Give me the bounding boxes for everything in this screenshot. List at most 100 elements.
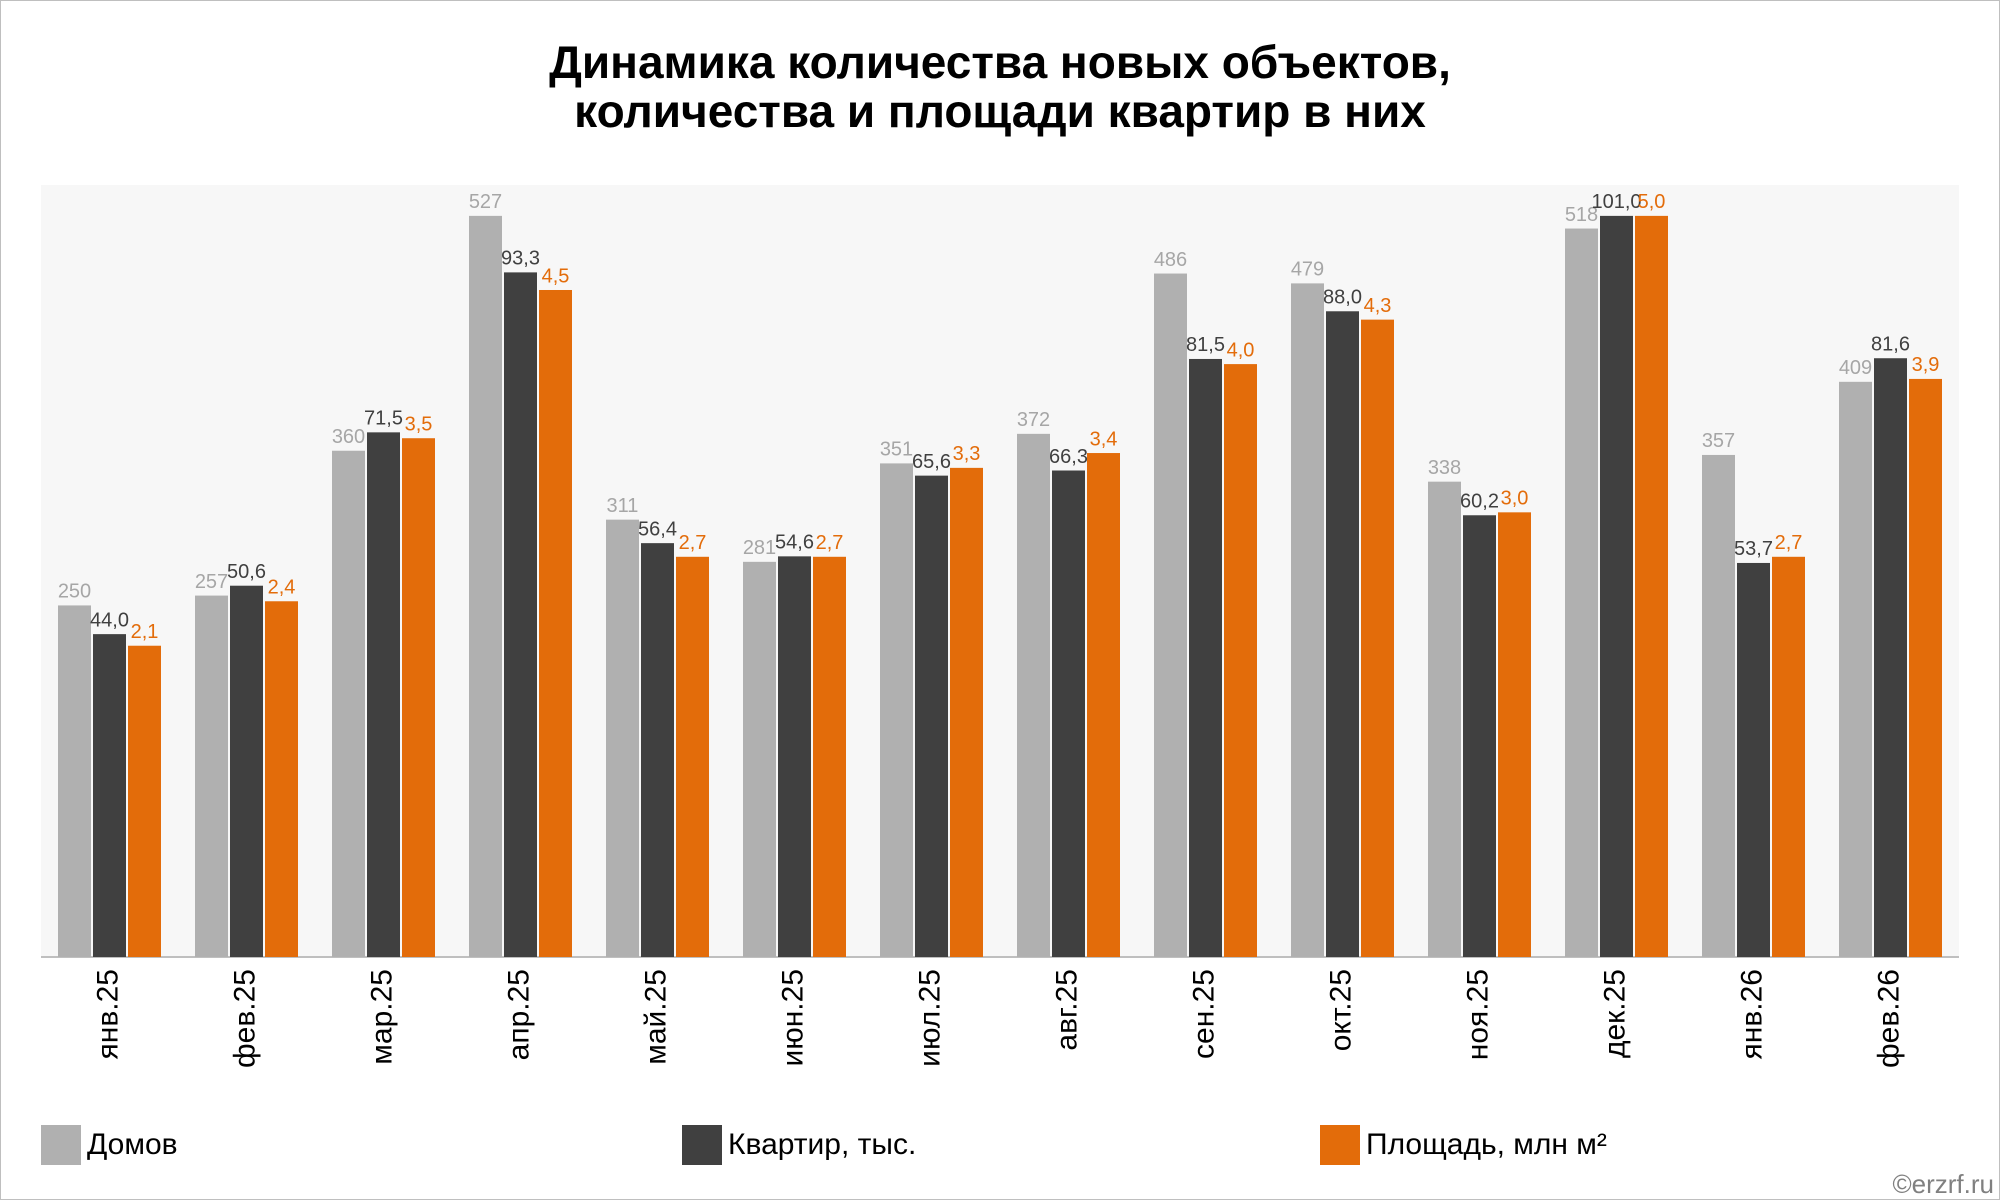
bar [676, 556, 709, 957]
bar [1154, 273, 1187, 957]
value-label: 2,1 [131, 621, 159, 643]
x-tick-label: июл.25 [913, 969, 946, 1067]
value-label: 4,5 [542, 265, 570, 287]
bar [1326, 311, 1359, 957]
bar [1737, 562, 1770, 957]
plot-area [41, 185, 1959, 957]
x-tick-label: янв.25 [91, 969, 124, 1059]
x-tick-label: апр.25 [502, 969, 535, 1060]
value-label: 66,3 [1049, 446, 1088, 468]
value-label: 88,0 [1323, 287, 1362, 309]
bar [915, 475, 948, 957]
bar [128, 645, 161, 957]
value-label: 2,7 [816, 532, 844, 554]
value-label: 2,7 [1775, 532, 1803, 554]
value-label: 5,0 [1638, 191, 1666, 213]
x-tick-label: фев.25 [228, 969, 261, 1068]
value-label: 3,0 [1501, 488, 1529, 510]
value-label: 60,2 [1460, 491, 1499, 513]
bar [1017, 433, 1050, 958]
bar [93, 634, 126, 957]
bar [1291, 283, 1324, 957]
value-label: 479 [1291, 259, 1324, 281]
bar [1909, 378, 1942, 957]
x-tick-label: авг.25 [1050, 969, 1083, 1051]
legend-swatch [1320, 1125, 1360, 1165]
bar [1224, 364, 1257, 957]
value-label: 81,6 [1871, 334, 1910, 356]
bar [1600, 215, 1633, 957]
value-label: 44,0 [90, 609, 129, 631]
chart-title: Динамика количества новых объектов, [549, 36, 1451, 88]
legend-label: Площадь, млн м² [1366, 1128, 1607, 1161]
bar [230, 585, 263, 957]
bar [880, 463, 913, 957]
value-label: 4,3 [1364, 295, 1392, 317]
bar [1498, 512, 1531, 957]
bar [606, 519, 639, 957]
legend-label: Домов [87, 1128, 178, 1161]
x-tick-label: июн.25 [776, 969, 809, 1067]
bar [1052, 470, 1085, 957]
value-label: 372 [1017, 409, 1050, 431]
x-tick-label: дек.25 [1598, 969, 1631, 1058]
bar [265, 601, 298, 957]
x-tick-label: сен.25 [1187, 969, 1220, 1059]
value-label: 250 [58, 581, 91, 603]
x-tick-label: янв.26 [1735, 969, 1768, 1059]
bar [1087, 453, 1120, 957]
bar [950, 467, 983, 957]
value-label: 357 [1702, 430, 1735, 452]
value-label: 3,9 [1912, 354, 1940, 376]
value-label: 56,4 [638, 518, 677, 540]
x-tick-label: фев.26 [1872, 969, 1905, 1068]
credit: ©erzrf.ru [1893, 1169, 1995, 1199]
value-label: 360 [332, 426, 365, 448]
bar [813, 556, 846, 957]
bar [1839, 381, 1872, 957]
legend-swatch [41, 1125, 81, 1165]
bar [1874, 358, 1907, 957]
value-label: 257 [195, 571, 228, 593]
bar [539, 289, 572, 957]
bar [367, 432, 400, 958]
value-label: 409 [1839, 357, 1872, 379]
bar [1428, 481, 1461, 957]
value-label: 50,6 [227, 561, 266, 583]
value-label: 518 [1565, 204, 1598, 226]
bar [1565, 228, 1598, 958]
bar [58, 605, 91, 957]
bar [332, 450, 365, 957]
value-label: 65,6 [912, 451, 951, 473]
bar [1772, 556, 1805, 957]
bar [641, 543, 674, 957]
value-label: 351 [880, 439, 913, 461]
x-tick-label: май.25 [639, 969, 672, 1065]
value-label: 338 [1428, 457, 1461, 479]
bar [469, 215, 502, 957]
legend-swatch [682, 1125, 722, 1165]
value-label: 101,0 [1591, 191, 1641, 213]
value-label: 81,5 [1186, 334, 1225, 356]
bar [1361, 319, 1394, 957]
bar [1189, 358, 1222, 957]
bar [402, 438, 435, 957]
bar [195, 595, 228, 957]
value-label: 527 [469, 191, 502, 213]
x-tick-label: мар.25 [365, 969, 398, 1065]
value-label: 53,7 [1734, 538, 1773, 560]
value-label: 311 [607, 495, 639, 517]
bar [743, 561, 776, 957]
legend-label: Квартир, тыс. [728, 1128, 916, 1161]
value-label: 3,5 [405, 413, 433, 435]
value-label: 3,4 [1090, 428, 1118, 450]
bar [1463, 515, 1496, 957]
bar [778, 556, 811, 957]
value-label: 54,6 [775, 532, 814, 554]
value-label: 3,3 [953, 443, 981, 465]
value-label: 486 [1154, 249, 1187, 271]
value-label: 281 [743, 537, 776, 559]
value-label: 4,0 [1227, 339, 1255, 361]
bar [1702, 454, 1735, 957]
